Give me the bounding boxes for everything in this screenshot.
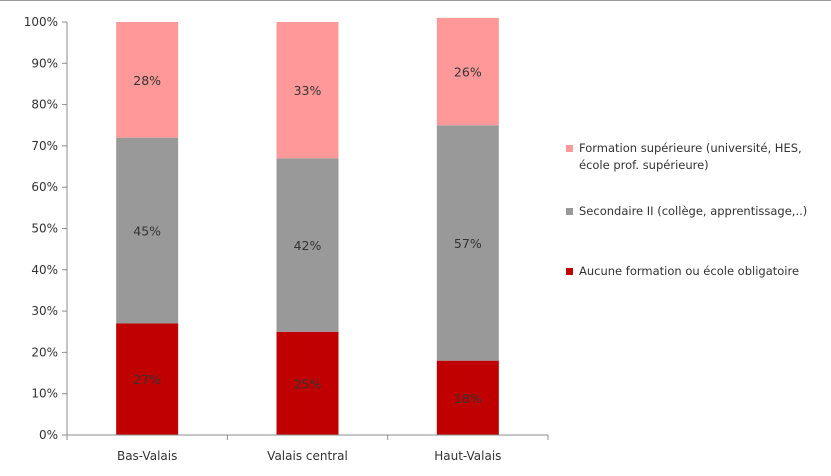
data-label: 26%: [454, 65, 482, 80]
data-label: 57%: [454, 236, 482, 251]
y-tick-label: 0%: [39, 428, 58, 442]
y-tick-label: 50%: [31, 222, 58, 236]
y-tick-label: 80%: [31, 98, 58, 112]
y-tick-label: 10%: [31, 387, 58, 401]
data-label: 33%: [294, 83, 322, 98]
y-tick-label: 100%: [24, 15, 58, 29]
legend-swatch: [566, 268, 573, 275]
y-tick-label: 90%: [31, 56, 58, 70]
bar-segment: [116, 323, 179, 435]
data-label: 18%: [454, 391, 482, 406]
y-tick-label: 40%: [31, 263, 58, 277]
bar-segment: [116, 137, 179, 324]
y-tick-label: 70%: [31, 139, 58, 153]
x-tick-label: Bas-Valais: [117, 449, 177, 463]
y-tick-label: 60%: [31, 180, 58, 194]
bar-segment: [116, 22, 179, 138]
bar-segment: [436, 125, 499, 361]
legend-label: Aucune formation ou école obligatoire: [579, 264, 800, 278]
data-label: 45%: [133, 224, 161, 239]
bar-segment: [436, 17, 499, 126]
x-tick-label: Haut-Valais: [434, 449, 501, 463]
legend-label: Formation supérieure (université, HES, é…: [579, 141, 802, 172]
y-tick-label: 20%: [31, 345, 58, 359]
bar-segment: [276, 158, 339, 332]
bar-segment: [436, 360, 499, 435]
legend-item-aucune-formation: Aucune formation ou école obligatoire: [566, 263, 829, 280]
data-label: 27%: [133, 372, 161, 387]
data-label: 42%: [294, 238, 322, 253]
y-tick-label: 30%: [31, 304, 58, 318]
legend-swatch: [566, 208, 573, 215]
legend-item-secondaire: Secondaire II (collège, apprentissage,..…: [566, 203, 829, 220]
legend-swatch: [566, 145, 573, 152]
bar-segment: [276, 331, 339, 435]
data-label: 28%: [133, 73, 161, 88]
legend-label: Secondaire II (collège, apprentissage,..…: [579, 204, 808, 218]
x-tick-label: Valais central: [267, 449, 348, 463]
legend-item-formation-superieure: Formation supérieure (université, HES, é…: [566, 140, 829, 174]
top-border: [0, 0, 831, 1]
bar-segment: [276, 22, 339, 159]
data-label: 25%: [294, 376, 322, 391]
